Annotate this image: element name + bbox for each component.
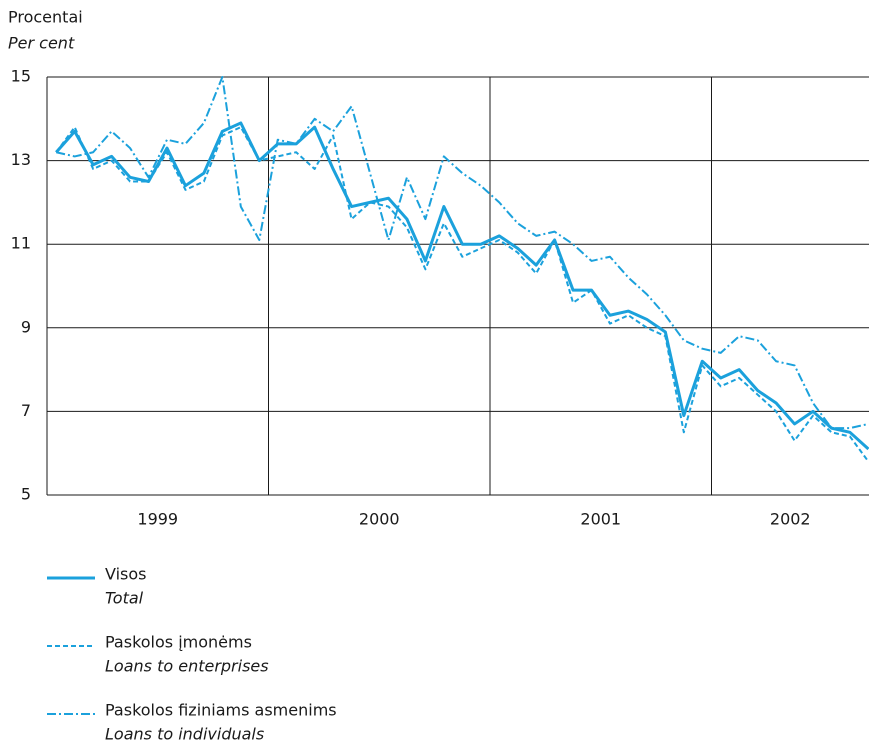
x-tick-label: 2002 bbox=[770, 510, 811, 529]
y-tick-label: 11 bbox=[11, 234, 31, 253]
series-line bbox=[55, 126, 869, 463]
legend-label: Visos bbox=[105, 565, 147, 584]
legend-label: Paskolos fiziniams asmenims bbox=[105, 701, 337, 720]
y-tick-label: 9 bbox=[21, 317, 31, 336]
legend-label-en: Loans to individuals bbox=[105, 725, 264, 744]
x-tick-label: 2001 bbox=[580, 510, 621, 529]
series-line bbox=[56, 76, 869, 430]
x-tick-label: 1999 bbox=[137, 510, 178, 529]
legend-label: Paskolos įmonėms bbox=[105, 633, 252, 652]
y-axis-label-en: Per cent bbox=[8, 34, 75, 53]
y-axis-label: Procentai bbox=[8, 8, 83, 27]
series-line bbox=[55, 121, 869, 451]
legend-label-en: Total bbox=[105, 589, 144, 608]
y-tick-label: 5 bbox=[21, 485, 31, 504]
y-tick-label: 7 bbox=[21, 401, 31, 420]
legend-label-en: Loans to enterprises bbox=[105, 657, 269, 676]
y-tick-label: 15 bbox=[11, 67, 31, 86]
y-tick-label: 13 bbox=[11, 150, 31, 169]
x-tick-label: 2000 bbox=[359, 510, 400, 529]
